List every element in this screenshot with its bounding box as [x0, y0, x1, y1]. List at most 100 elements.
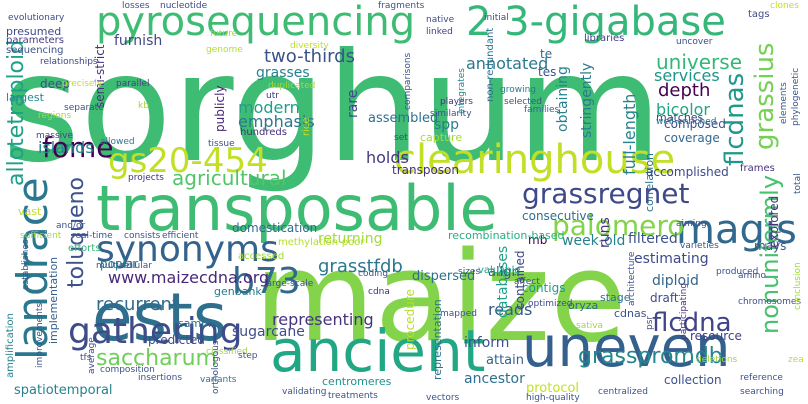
word: cdnas	[614, 307, 647, 320]
word: agricultural	[172, 166, 287, 190]
word: clearinghouse	[394, 137, 676, 183]
word: ests	[92, 279, 228, 356]
word: classified	[206, 347, 248, 357]
word: spatiotemporal	[14, 383, 113, 398]
word: mapped	[440, 309, 477, 319]
word: largest	[6, 91, 44, 104]
word: initial	[484, 13, 509, 23]
word: allotetraploid	[4, 39, 29, 186]
word: amino	[738, 271, 766, 281]
word: databases	[495, 245, 511, 318]
word: coding	[358, 269, 389, 279]
word: allowed	[100, 137, 135, 147]
word: aiming	[676, 219, 707, 229]
word: cdna	[368, 287, 390, 297]
word: reads	[488, 300, 533, 319]
word: kb	[138, 101, 149, 111]
word: rice	[301, 117, 312, 136]
word: ancient	[270, 317, 486, 385]
word: deletions	[696, 355, 738, 365]
word: diversity	[290, 41, 329, 51]
word: deep	[40, 77, 70, 91]
word: resource	[690, 329, 742, 343]
word: 2 3-gigabase	[466, 0, 726, 45]
word: relationships	[40, 57, 98, 67]
word: collection	[664, 373, 722, 387]
word: evolutionary	[8, 13, 65, 23]
word: elements	[779, 82, 789, 124]
word: publicly	[213, 85, 227, 132]
word: amplification	[5, 313, 16, 378]
word: sufficient	[20, 231, 62, 241]
word: mays	[754, 239, 787, 253]
word: tags	[748, 9, 770, 20]
word: centromeres	[322, 375, 392, 388]
word: tfs	[80, 353, 92, 363]
word: reference	[740, 373, 783, 383]
word: align	[488, 265, 520, 280]
word: protocol	[526, 381, 580, 396]
word: rare	[345, 89, 361, 118]
word: frames	[740, 163, 775, 174]
word: dispersed	[412, 269, 476, 284]
word: inform	[464, 335, 510, 351]
word: establishes	[21, 239, 31, 290]
word: vast	[18, 205, 42, 218]
word: vectors	[426, 393, 460, 403]
word: annotated	[466, 54, 549, 73]
word: accessed	[238, 251, 285, 262]
word: architecture	[627, 251, 637, 306]
word: holds	[366, 148, 409, 167]
word: poplar	[100, 257, 139, 271]
word: conclusion	[793, 262, 803, 310]
word: universe	[656, 50, 742, 74]
word: consecutive	[522, 209, 594, 223]
word: sizes	[458, 267, 481, 277]
word: matches	[656, 111, 704, 124]
word: obtaining	[555, 66, 571, 132]
word: filtered	[628, 231, 678, 247]
word: consists	[124, 231, 161, 241]
word: runs	[597, 217, 613, 248]
word: presumed	[6, 25, 62, 38]
word: services	[654, 66, 720, 85]
word: varieties	[680, 241, 719, 251]
word: predicted	[148, 333, 205, 347]
word: duplicated	[268, 81, 316, 91]
word: tes	[538, 65, 557, 79]
word: affect	[514, 277, 540, 287]
word: te	[540, 47, 553, 61]
word: flcdnas	[720, 72, 750, 166]
word: grassregnet	[522, 177, 690, 210]
word: magis	[676, 207, 797, 253]
word: two-thirds	[264, 46, 355, 67]
word: large-scale	[264, 279, 314, 289]
word: clones	[770, 1, 799, 11]
word: semi-strict	[93, 44, 107, 108]
word: gs20-454	[108, 141, 268, 181]
word: growing	[500, 85, 536, 95]
word: methylation-poor	[278, 237, 365, 248]
word: set	[394, 133, 408, 143]
word: participating	[679, 282, 689, 340]
word: b73	[232, 261, 301, 302]
word: improvements	[35, 302, 45, 368]
word: nucleotide	[160, 1, 208, 11]
word: libraries	[584, 33, 625, 44]
word: accomplished	[646, 165, 729, 179]
word: psr	[645, 315, 655, 330]
word: stringently	[579, 62, 595, 138]
word: native	[426, 15, 455, 25]
word: future	[210, 29, 238, 39]
word: genome	[206, 45, 243, 55]
word: high-quality	[526, 393, 580, 403]
word: parameters	[6, 35, 65, 46]
word: utr	[266, 91, 279, 101]
word: saccharum	[96, 346, 217, 371]
word: transposon	[392, 163, 460, 177]
word: synonyms	[96, 229, 279, 270]
word: emphasis	[238, 112, 315, 131]
word: efficient	[162, 231, 199, 241]
word: coverage	[664, 131, 720, 145]
word: spp	[434, 117, 460, 133]
